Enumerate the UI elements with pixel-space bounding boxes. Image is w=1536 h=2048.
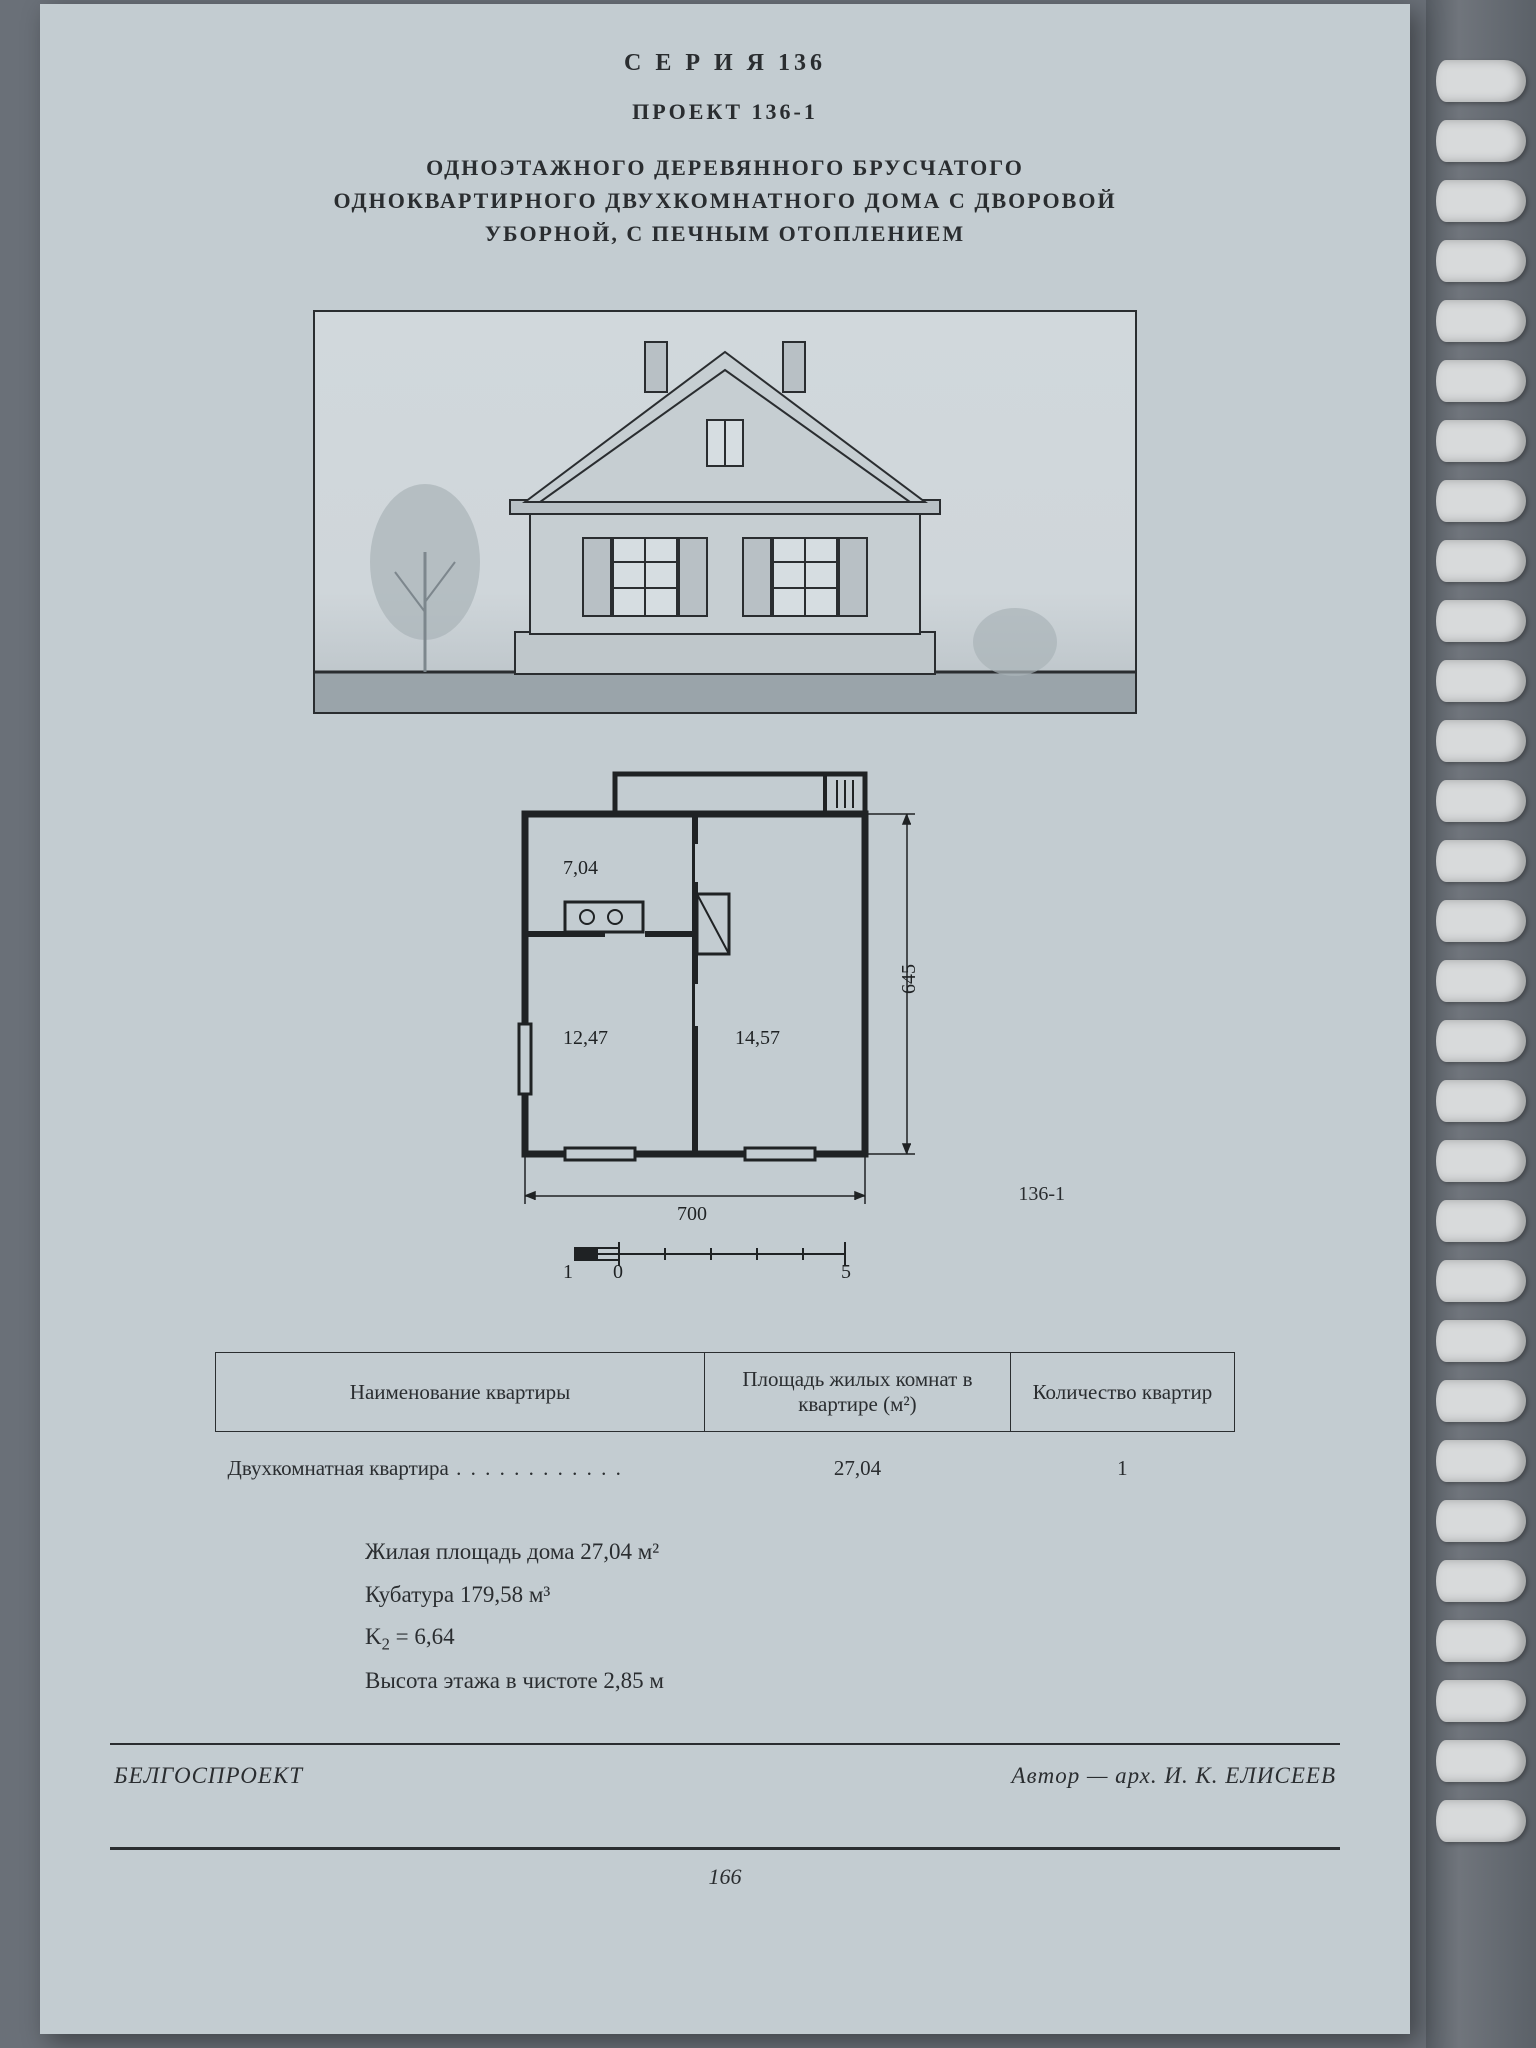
footer-row: БЕЛГОСПРОЕКТ Автор — арх. И. К. ЕЛИСЕЕВ [110,1745,1340,1807]
room-area-2: 14,57 [735,1027,780,1049]
footer-rule-bottom [110,1847,1340,1850]
apartment-name: Двухкомнатная квартира [228,1456,623,1480]
scale-zero: 0 [613,1261,623,1283]
room-area-kitchen: 7,04 [563,857,598,879]
viewport: С Е Р И Я 136 ПРОЕКТ 136-1 ОДНОЭТАЖНОГО … [0,0,1536,2048]
apartment-area: 27,04 [705,1432,1011,1496]
table-row: Двухкомнатная квартира 27,04 1 [216,1432,1235,1496]
page-number: 166 [110,1864,1340,1890]
page-header: С Е Р И Я 136 ПРОЕКТ 136-1 ОДНОЭТАЖНОГО … [110,50,1340,250]
comb-binding [1426,0,1536,2048]
house-elevation-drawing [313,310,1137,714]
scale-right: 5 [841,1261,851,1283]
floor-plan-drawing: 7,04 12,47 14,57 700 645 1 0 5 136-1 [405,744,1045,1304]
spec-living-area: Жилая площадь дома 27,04 м² [365,1531,1085,1574]
apartment-spec-table: Наименование квартиры Площадь жилых комн… [215,1352,1235,1495]
table-col-name: Наименование квартиры [216,1353,705,1432]
plan-svg: 7,04 12,47 14,57 700 645 1 0 5 [445,744,1005,1304]
spec-cubature: Кубатура 179,58 м³ [365,1574,1085,1617]
spec-k2: K2 = 6,64 [365,1616,1085,1660]
spec-floor-height: Высота этажа в чистоте 2,85 м [365,1660,1085,1703]
series-label: С Е Р И Я 136 [110,50,1340,77]
table-col-count: Количество квартир [1010,1353,1234,1432]
document-page: С Е Р И Я 136 ПРОЕКТ 136-1 ОДНОЭТАЖНОГО … [40,4,1410,2034]
plan-project-code: 136-1 [1018,1183,1065,1206]
project-label: ПРОЕКТ 136-1 [110,99,1340,125]
apartment-count: 1 [1010,1432,1234,1496]
scale-left: 1 [563,1261,573,1283]
dim-height: 645 [898,964,920,994]
footer-org: БЕЛГОСПРОЕКТ [114,1763,303,1789]
elevation-svg [315,312,1135,712]
building-specs: Жилая площадь дома 27,04 м² Кубатура 179… [365,1531,1085,1703]
project-title: ОДНОЭТАЖНОГО ДЕРЕВЯННОГО БРУСЧАТОГО ОДНО… [110,151,1340,250]
dim-width: 700 [677,1203,707,1225]
footer-author: Автор — арх. И. К. ЕЛИСЕЕВ [1012,1763,1336,1789]
room-area-1: 12,47 [563,1027,608,1049]
table-col-area: Площадь жилых комнат в квартире (м²) [705,1353,1011,1432]
